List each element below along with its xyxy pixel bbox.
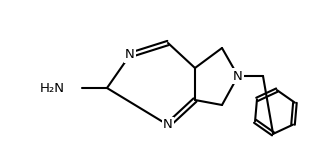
Text: N: N xyxy=(163,119,173,131)
Text: N: N xyxy=(233,69,243,83)
Text: N: N xyxy=(125,48,135,62)
Text: H₂N: H₂N xyxy=(40,81,65,95)
